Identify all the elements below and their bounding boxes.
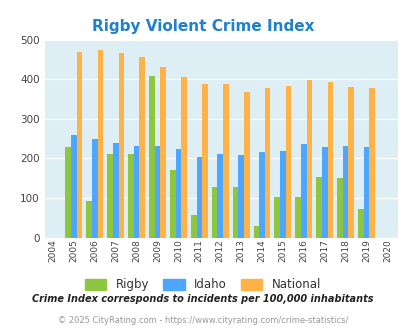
Bar (154, 146, 160, 238)
Bar (336, 178, 342, 238)
Bar (274, 197, 279, 238)
Bar (160, 67, 166, 238)
Bar (238, 155, 243, 238)
Bar (196, 157, 202, 238)
Bar (65, 147, 71, 238)
Bar (327, 82, 333, 238)
Bar (134, 146, 139, 238)
Bar (190, 215, 196, 238)
Bar (77, 52, 82, 238)
Bar (357, 209, 363, 238)
Bar (107, 154, 113, 238)
Bar (113, 143, 118, 238)
Bar (86, 201, 92, 238)
Bar (149, 76, 154, 238)
Bar (369, 87, 374, 238)
Bar (232, 187, 238, 238)
Bar (222, 84, 228, 238)
Bar (285, 86, 291, 238)
Legend: Rigby, Idaho, National: Rigby, Idaho, National (81, 275, 324, 295)
Bar (71, 135, 77, 238)
Bar (128, 154, 134, 238)
Text: Rigby Violent Crime Index: Rigby Violent Crime Index (92, 19, 313, 34)
Bar (258, 152, 264, 238)
Bar (175, 148, 181, 238)
Bar (202, 84, 207, 238)
Bar (243, 92, 249, 238)
Text: © 2025 CityRating.com - https://www.cityrating.com/crime-statistics/: © 2025 CityRating.com - https://www.city… (58, 316, 347, 325)
Bar (211, 187, 217, 238)
Bar (306, 80, 311, 238)
Bar (170, 170, 175, 238)
Bar (98, 50, 103, 238)
Bar (139, 57, 145, 238)
Bar (264, 88, 270, 238)
Text: Crime Index corresponds to incidents per 100,000 inhabitants: Crime Index corresponds to incidents per… (32, 294, 373, 304)
Bar (92, 139, 98, 238)
Bar (363, 147, 369, 238)
Bar (342, 146, 347, 238)
Bar (181, 77, 186, 238)
Bar (253, 226, 258, 238)
Bar (300, 144, 306, 238)
Bar (118, 53, 124, 238)
Bar (347, 87, 353, 238)
Bar (315, 178, 321, 238)
Bar (321, 147, 327, 238)
Bar (294, 197, 300, 238)
Bar (217, 154, 222, 238)
Bar (279, 151, 285, 238)
